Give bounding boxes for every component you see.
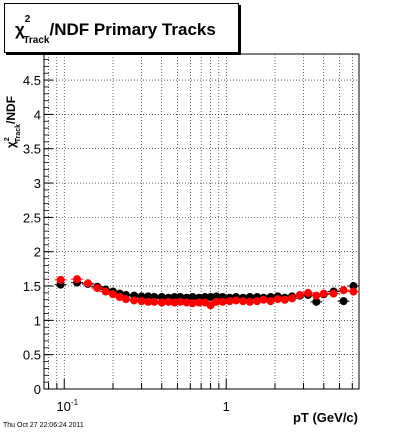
title-box: χ2 Track/NDF Primary Tracks <box>4 3 239 53</box>
data-point <box>56 275 65 284</box>
chart-title: χ2 Track/NDF Primary Tracks <box>15 14 216 46</box>
y-axis-label: χ2 Track/NDF <box>4 96 22 148</box>
data-point <box>280 295 289 304</box>
data-point <box>218 297 227 306</box>
axis-ticks <box>44 59 353 390</box>
title-rest: /NDF Primary Tracks <box>50 20 216 39</box>
y-tick-label: 1.5 <box>23 279 41 294</box>
data-point <box>212 297 221 306</box>
x-axis-label: pT (GeV/c) <box>293 410 358 425</box>
y-label-rest: /NDF <box>4 96 18 124</box>
data-point <box>73 275 82 284</box>
data-point <box>121 295 130 304</box>
y-tick-label: 3.5 <box>23 142 41 157</box>
data-point <box>312 291 321 300</box>
data-point <box>130 296 139 305</box>
data-point <box>188 299 197 308</box>
data-point <box>206 293 215 302</box>
y-tick-label: 3 <box>34 176 41 191</box>
y-tick-label: 0.5 <box>23 348 41 363</box>
data-point <box>109 290 118 299</box>
data-point <box>304 288 313 297</box>
data-point <box>245 297 254 306</box>
y-tick-label: 0 <box>34 382 41 397</box>
data-point <box>137 297 146 306</box>
data-point <box>176 297 185 306</box>
data-point <box>329 289 338 298</box>
data-point <box>239 297 248 306</box>
data-point <box>157 298 166 307</box>
data-point <box>212 292 221 301</box>
data-point <box>319 289 328 298</box>
data-point <box>93 284 102 293</box>
data-point <box>144 292 153 301</box>
y-tick-label: 2 <box>34 245 41 260</box>
y-tick-label: 2.5 <box>23 210 41 225</box>
data-point <box>83 279 92 288</box>
timestamp-footer: Thu Oct 27 22:06:24 2011 <box>3 422 84 429</box>
grid <box>44 54 359 389</box>
y-tick-label: 4 <box>34 107 41 122</box>
data-point <box>157 293 166 302</box>
data-point <box>259 295 268 304</box>
data-point <box>253 297 262 306</box>
data-point <box>188 293 197 302</box>
data-point <box>273 295 282 304</box>
x-tick-labels: 10-1 1 <box>56 398 229 414</box>
y-tick-labels: 0 0.5 1 1.5 2 2.5 3 3.5 4 4.5 <box>23 73 41 397</box>
x-tick-label: 1 <box>223 399 230 414</box>
data-point <box>206 301 215 310</box>
data-point <box>144 297 153 306</box>
plot-frame <box>43 53 360 390</box>
title-chi: χ <box>15 20 25 39</box>
y-tick-label: 1 <box>34 313 41 328</box>
data-point <box>288 294 297 303</box>
data-points <box>54 275 360 310</box>
y-tick-label: 4.5 <box>23 73 41 88</box>
y-label-sup: 2 <box>4 137 11 141</box>
data-point <box>349 287 358 296</box>
data-point <box>349 282 358 291</box>
data-point <box>339 286 348 295</box>
data-point <box>182 298 191 307</box>
data-point <box>150 297 159 306</box>
title-svg: χ2 Track/NDF Primary Tracks <box>15 14 216 46</box>
data-point <box>339 297 348 306</box>
title-sup: 2 <box>25 14 31 25</box>
data-point <box>225 297 234 306</box>
title-sub: Track <box>23 35 50 46</box>
data-point <box>232 296 241 305</box>
data-point <box>164 297 173 306</box>
y-label-chi: χ <box>4 141 18 148</box>
y-label-sub: Track <box>15 124 22 142</box>
data-point <box>266 297 275 306</box>
data-point <box>101 287 110 296</box>
x-tick-label: 10-1 <box>56 398 78 414</box>
data-point <box>295 290 304 299</box>
data-point <box>312 297 321 306</box>
